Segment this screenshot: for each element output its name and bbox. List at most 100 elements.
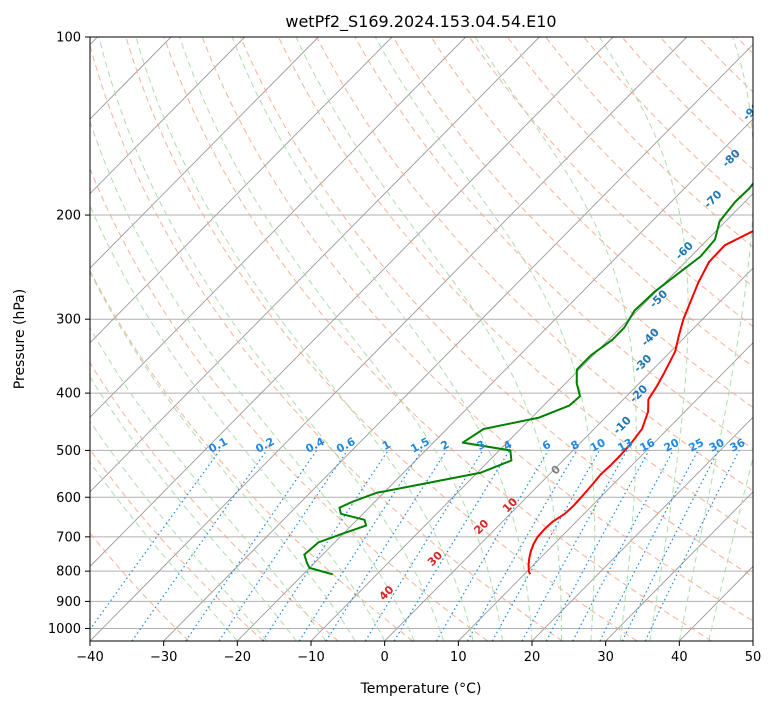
moist-adiabat--8 xyxy=(90,326,327,641)
moist-adiabat-24 xyxy=(295,37,562,641)
mixing-ratio-line-6 xyxy=(325,450,448,641)
dry-adiabat--30 xyxy=(90,532,190,641)
mixing-ratio-line-8 xyxy=(393,450,510,641)
temperature-profile xyxy=(527,229,753,575)
mixing-ratio-line-7 xyxy=(364,450,484,641)
x-tick-label: −10 xyxy=(297,650,324,665)
mixing-ratio-line-1 xyxy=(131,450,268,641)
mixing-ratio-label: 1.5 xyxy=(408,435,431,456)
moist-adiabat-label: -100 xyxy=(766,49,775,78)
dry-adiabat-180 xyxy=(697,37,753,93)
moist-adiabat-label: -20 xyxy=(627,382,650,405)
dry-adiabat-10 xyxy=(90,167,488,641)
moist-adiabat--16 xyxy=(90,420,268,641)
isotherm-10 xyxy=(458,342,753,641)
y-tick-label: 1000 xyxy=(48,622,81,637)
dry-adiabat-50 xyxy=(201,37,753,622)
mixing-ratio-line-14 xyxy=(572,450,674,641)
plot-frame xyxy=(89,36,754,642)
moist-adiabat-40 xyxy=(678,37,753,641)
y-axis-label: Pressure (hPa) xyxy=(12,289,28,389)
x-tick-label: 50 xyxy=(745,650,762,665)
moist-adiabat-4 xyxy=(90,120,415,641)
dewpoint-profile xyxy=(303,181,753,576)
x-tick-label: 0 xyxy=(381,650,389,665)
mixing-ratio-line-9 xyxy=(435,450,549,641)
dry-adiabat-label: 40 xyxy=(377,583,397,603)
dry-adiabat-110 xyxy=(430,37,753,368)
moist-adiabat-0 xyxy=(90,204,386,641)
moist-adiabat-label: -40 xyxy=(639,325,662,348)
moist-adiabat-12 xyxy=(135,37,474,641)
isotherm--50 xyxy=(90,37,614,568)
moist-adiabat-44 xyxy=(708,455,753,641)
x-tick-label: 10 xyxy=(450,650,467,665)
moist-adiabat-36 xyxy=(598,37,689,641)
dry-adiabat-label: 10 xyxy=(500,495,520,515)
y-tick-label: 700 xyxy=(56,530,81,545)
mixing-ratio-line-17 xyxy=(644,450,740,641)
mixing-ratio-line-12 xyxy=(521,450,628,641)
y-tick-label: 100 xyxy=(56,31,81,46)
x-tick-label: 30 xyxy=(597,650,614,665)
dry-adiabat-label: 30 xyxy=(425,549,445,569)
dry-adiabat-130 xyxy=(506,37,753,288)
mixing-ratio-label: 25 xyxy=(686,436,706,455)
y-tick-label: 400 xyxy=(56,387,81,402)
moist-adiabat--4 xyxy=(90,271,356,641)
mixing-ratio-label: 36 xyxy=(728,436,748,455)
mixing-ratio-line-2 xyxy=(185,450,318,641)
dry-adiabat-20 xyxy=(90,43,563,641)
dry-adiabat-190 xyxy=(736,37,753,55)
y-tick-label: 900 xyxy=(56,595,81,610)
x-tick-label: −40 xyxy=(76,650,103,665)
mixing-ratio-label: 0.6 xyxy=(334,435,358,456)
moist-adiabat-label: -10 xyxy=(611,414,634,437)
y-tick-label: 200 xyxy=(56,209,81,224)
mixing-ratio-line-13 xyxy=(545,450,650,641)
dry-adiabat-70 xyxy=(278,37,753,535)
mixing-ratio-line-15 xyxy=(599,450,699,641)
dry-adiabat-100 xyxy=(392,37,753,409)
isotherm--30 xyxy=(163,43,753,641)
moist-adiabat-label: -80 xyxy=(720,147,743,170)
dry-adiabat--20 xyxy=(90,448,264,641)
y-tick-label: 500 xyxy=(56,444,81,459)
moist-adiabat--12 xyxy=(90,376,297,641)
dry-adiabat--10 xyxy=(90,361,339,641)
mixing-ratio-label: 20 xyxy=(662,436,682,455)
isotherm--60 xyxy=(90,37,540,493)
moist-adiabat-20 xyxy=(231,37,533,641)
x-axis: −40 −30 −20 −10 0 10 20 30 40 50 xyxy=(76,641,761,665)
mixing-ratio-label: 16 xyxy=(638,436,658,455)
moist-adiabat-28 xyxy=(374,37,596,641)
dry-adiabat-40 xyxy=(163,37,712,641)
mixing-ratio-label: 13 xyxy=(615,436,635,455)
moist-adiabat-label: -70 xyxy=(701,188,724,211)
mixing-ratio-label: 0.4 xyxy=(303,435,327,456)
mixing-ratio-line-5 xyxy=(298,450,423,641)
isotherm--80 xyxy=(90,37,393,344)
moist-adiabat-label: -50 xyxy=(647,287,670,310)
dry-adiabat-90 xyxy=(354,37,753,450)
moist-adiabat-32 xyxy=(474,37,637,641)
isotherm--100 xyxy=(90,37,246,195)
x-axis-label: Temperature (°C) xyxy=(360,681,482,697)
y-tick-label: 800 xyxy=(56,565,81,580)
mixing-ratio-line-11 xyxy=(491,450,601,641)
isotherm--90 xyxy=(90,37,319,269)
chart-title: wetPf2_S169.2024.153.04.54.E10 xyxy=(285,12,556,32)
isotherm--70 xyxy=(90,37,467,418)
dry-adiabat-30 xyxy=(125,37,638,641)
mixing-ratio-label: 0.1 xyxy=(206,435,229,456)
moist-adiabat--20 xyxy=(90,461,238,641)
series-layer xyxy=(303,181,753,576)
isotherm-40 xyxy=(679,565,753,641)
isotherm-20 xyxy=(531,416,753,641)
isotherm-0 xyxy=(384,267,753,641)
isotherm-30 xyxy=(605,491,753,641)
dry-adiabat-80 xyxy=(316,37,753,492)
x-tick-label: −20 xyxy=(224,650,251,665)
isotherm-50 xyxy=(752,640,753,641)
